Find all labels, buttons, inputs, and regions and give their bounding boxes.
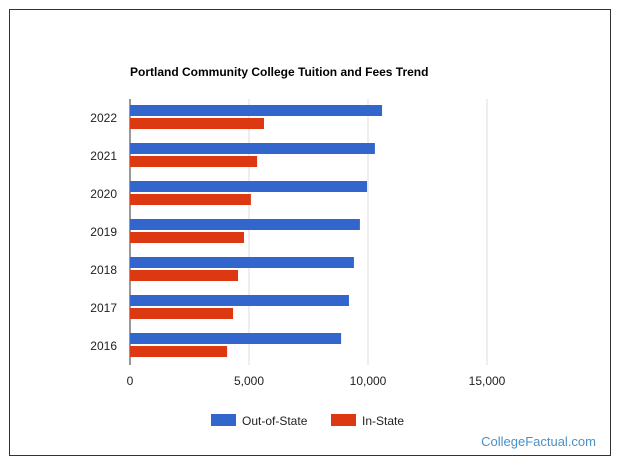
x-tick-label: 15,000 bbox=[469, 374, 506, 388]
y-tick-label: 2022 bbox=[90, 111, 117, 125]
legend-label: In-State bbox=[362, 414, 404, 428]
bar-out-of-state-2022 bbox=[130, 105, 383, 116]
bar-out-of-state-2018 bbox=[130, 257, 354, 268]
legend-label: Out-of-State bbox=[242, 414, 308, 428]
bar-out-of-state-2020 bbox=[130, 181, 368, 192]
y-tick-label: 2018 bbox=[90, 263, 117, 277]
chart-title: Portland Community College Tuition and F… bbox=[130, 65, 428, 79]
y-tick-label: 2021 bbox=[90, 149, 117, 163]
y-tick-label: 2019 bbox=[90, 225, 117, 239]
bar-in-state-2016 bbox=[130, 346, 228, 357]
credit-text: CollegeFactual.com bbox=[481, 434, 596, 449]
bar-in-state-2021 bbox=[130, 156, 258, 167]
bar-out-of-state-2021 bbox=[130, 143, 375, 154]
y-tick-label: 2020 bbox=[90, 187, 117, 201]
bar-in-state-2020 bbox=[130, 194, 251, 205]
bar-in-state-2018 bbox=[130, 270, 239, 281]
bar-out-of-state-2016 bbox=[130, 333, 342, 344]
x-tick-label: 5,000 bbox=[234, 374, 264, 388]
bar-chart: Portland Community College Tuition and F… bbox=[90, 65, 506, 428]
bar-in-state-2017 bbox=[130, 308, 234, 319]
legend-swatch bbox=[331, 414, 356, 426]
bar-out-of-state-2017 bbox=[130, 295, 349, 306]
y-tick-label: 2016 bbox=[90, 339, 117, 353]
bar-in-state-2019 bbox=[130, 232, 245, 243]
x-tick-label: 10,000 bbox=[350, 374, 387, 388]
x-tick-label: 0 bbox=[127, 374, 134, 388]
y-tick-label: 2017 bbox=[90, 301, 117, 315]
bar-in-state-2022 bbox=[130, 118, 264, 129]
legend-swatch bbox=[211, 414, 236, 426]
chart-frame: Portland Community College Tuition and F… bbox=[9, 9, 611, 456]
bar-out-of-state-2019 bbox=[130, 219, 360, 230]
